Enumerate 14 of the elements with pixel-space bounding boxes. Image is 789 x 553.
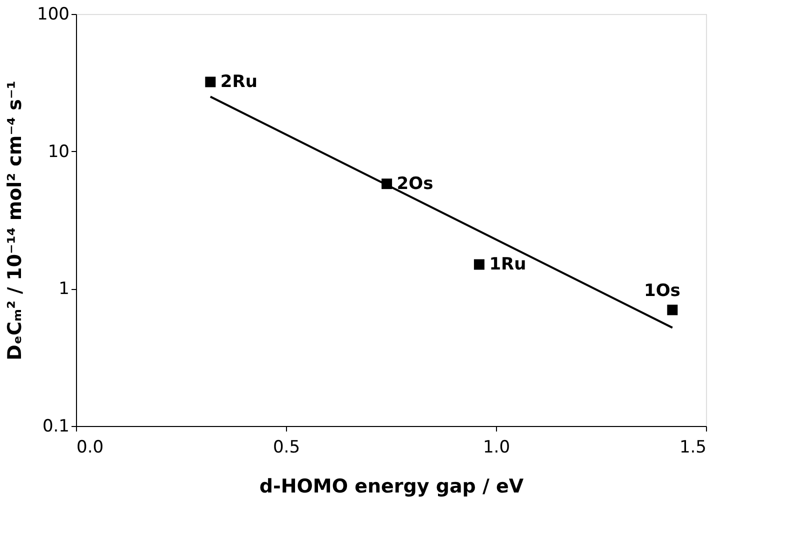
x-axis-title: d-HOMO energy gap / eV — [259, 476, 524, 498]
y-tick-label: 100 — [37, 4, 70, 24]
annotation: 2Os — [396, 174, 434, 194]
y-tick-label: 10 — [48, 142, 70, 162]
x-tick-label: 1.0 — [482, 438, 510, 458]
x-tick-label: 0.5 — [272, 438, 300, 458]
annotation: 2Ru — [220, 72, 258, 92]
x-tick-label: 0.0 — [76, 438, 104, 458]
annotation: 1Ru — [489, 254, 526, 274]
y-tick-label: 1 — [58, 279, 70, 300]
x-tick-label: 1.5 — [679, 438, 706, 458]
annotation: 1Os — [644, 280, 680, 301]
y-tick-label: 0.1 — [42, 416, 70, 436]
y-axis-title: DₑCₘ² / 10⁻¹⁴ mol² cm⁻⁴ s⁻¹ — [4, 80, 26, 360]
